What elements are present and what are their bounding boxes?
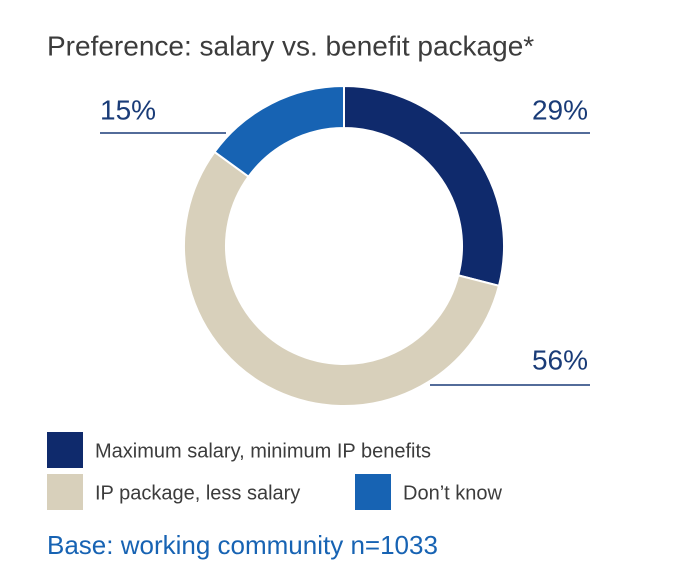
donut-slice: [183, 150, 501, 407]
value-label: 29%: [532, 94, 588, 125]
legend-swatch: [47, 432, 83, 468]
legend-swatch: [47, 474, 83, 510]
legend-label: IP package, less salary: [95, 482, 300, 504]
value-label: 56%: [532, 344, 588, 375]
chart-title: Preference: salary vs. benefit package*: [47, 30, 534, 61]
legend-swatch: [355, 474, 391, 510]
legend-label: Don’t know: [403, 482, 502, 504]
footnote: Base: working community n=1033: [47, 530, 438, 560]
legend-label: Maximum salary, minimum IP benefits: [95, 440, 431, 462]
value-label: 15%: [100, 94, 156, 125]
donut-slice: [213, 84, 345, 179]
